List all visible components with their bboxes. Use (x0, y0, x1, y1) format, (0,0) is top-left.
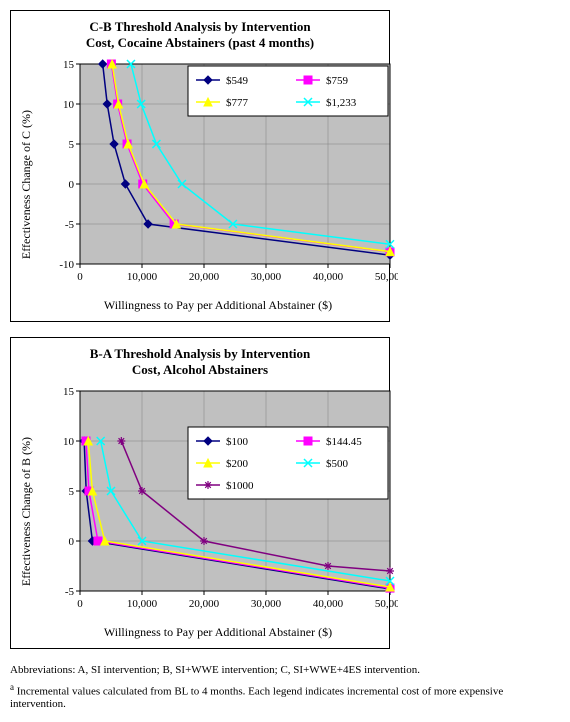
chart-ba-plot: -5051015010,00020,00030,00040,00050,000$… (38, 383, 398, 621)
svg-text:-5: -5 (65, 219, 75, 231)
svg-text:$549: $549 (226, 75, 249, 87)
svg-text:0: 0 (69, 536, 75, 548)
chart-ba-ylabel: Effectiveness Change of B (%) (19, 437, 34, 586)
chart-cb: C-B Threshold Analysis by Intervention C… (10, 10, 390, 322)
footnote-a-text: Incremental values calculated from BL to… (10, 685, 503, 710)
svg-text:20,000: 20,000 (189, 598, 220, 610)
svg-text:$200: $200 (226, 458, 249, 470)
svg-text:15: 15 (63, 386, 75, 398)
chart-ba-xlabel: Willingness to Pay per Additional Abstai… (38, 625, 398, 640)
svg-text:-10: -10 (59, 259, 74, 271)
chart-cb-title: C-B Threshold Analysis by Intervention C… (19, 19, 381, 50)
svg-text:$1000: $1000 (226, 480, 254, 492)
svg-text:$500: $500 (326, 458, 349, 470)
svg-text:$100: $100 (226, 436, 249, 448)
svg-text:40,000: 40,000 (313, 271, 344, 283)
footnote-sup: a (10, 682, 14, 692)
svg-text:0: 0 (69, 179, 75, 191)
svg-text:20,000: 20,000 (189, 271, 220, 283)
title-line2: Cost, Cocaine Abstainers (past 4 months) (86, 35, 314, 50)
svg-text:30,000: 30,000 (251, 271, 282, 283)
svg-text:5: 5 (69, 486, 75, 498)
svg-text:$144.45: $144.45 (326, 436, 362, 448)
svg-text:5: 5 (69, 139, 75, 151)
svg-text:$777: $777 (226, 97, 249, 109)
footnote-a: a Incremental values calculated from BL … (10, 682, 560, 712)
chart-cb-plot: -10 -5 0 5 10 15 0 10,000 20,000 30,000 40,000 50,0… (38, 56, 398, 294)
svg-text:$1,233: $1,233 (326, 97, 357, 109)
svg-text:40,000: 40,000 (313, 598, 344, 610)
svg-text:$759: $759 (326, 75, 349, 87)
chart-ba: B-A Threshold Analysis by Intervention C… (10, 337, 390, 649)
svg-text:0: 0 (77, 598, 83, 610)
svg-text:10,000: 10,000 (127, 598, 158, 610)
chart-cb-xlabel: Willingness to Pay per Additional Abstai… (38, 298, 398, 313)
svg-text:50,000: 50,000 (375, 598, 398, 610)
title-line2: Cost, Alcohol Abstainers (132, 362, 268, 377)
svg-text:50,000: 50,000 (375, 271, 398, 283)
title-line1: C-B Threshold Analysis by Intervention (89, 19, 310, 34)
svg-text:10,000: 10,000 (127, 271, 158, 283)
footnote-abbr: Abbreviations: A, SI intervention; B, SI… (10, 664, 560, 677)
chart-cb-ylabel: Effectiveness Change of C (%) (19, 110, 34, 259)
svg-text:10: 10 (63, 99, 75, 111)
svg-text:10: 10 (63, 436, 75, 448)
svg-text:-5: -5 (65, 586, 75, 598)
svg-text:15: 15 (63, 59, 75, 71)
title-line1: B-A Threshold Analysis by Intervention (90, 346, 311, 361)
svg-text:30,000: 30,000 (251, 598, 282, 610)
svg-text:0: 0 (77, 271, 83, 283)
chart-ba-title: B-A Threshold Analysis by Intervention C… (19, 346, 381, 377)
